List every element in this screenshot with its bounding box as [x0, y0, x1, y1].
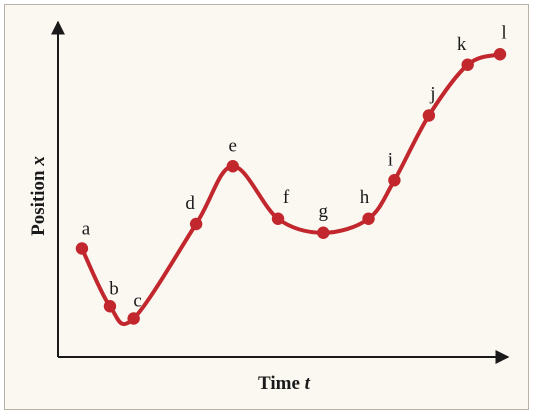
- position-curve: [79, 52, 502, 326]
- data-point-b: [103, 300, 117, 313]
- data-point-k: [461, 58, 474, 71]
- point-label-l: l: [501, 22, 506, 43]
- point-label-j: j: [429, 84, 435, 105]
- point-label-a: a: [82, 219, 91, 240]
- point-label-d: d: [185, 193, 195, 214]
- data-point-h: [362, 212, 375, 225]
- point-label-g: g: [319, 201, 329, 222]
- data-point-l: [493, 48, 507, 61]
- data-point-j: [422, 109, 436, 122]
- data-point-c: [127, 312, 140, 325]
- point-label-i: i: [388, 149, 393, 170]
- data-point-e: [226, 160, 239, 173]
- data-points: [75, 48, 507, 325]
- data-point-g: [317, 226, 330, 239]
- point-label-c: c: [133, 291, 141, 312]
- data-point-d: [189, 217, 203, 231]
- point-label-b: b: [109, 278, 119, 299]
- data-point-f: [271, 212, 285, 225]
- data-point-a: [75, 242, 89, 255]
- data-point-i: [388, 174, 401, 187]
- point-label-e: e: [229, 135, 237, 156]
- point-label-k: k: [457, 34, 467, 55]
- point-label-h: h: [360, 187, 370, 208]
- y-axis-title: Position x: [28, 156, 49, 236]
- point-labels: a bc d e f g hi j k l: [82, 22, 507, 311]
- point-label-f: f: [283, 187, 290, 208]
- x-axis-title: Time t: [258, 373, 311, 394]
